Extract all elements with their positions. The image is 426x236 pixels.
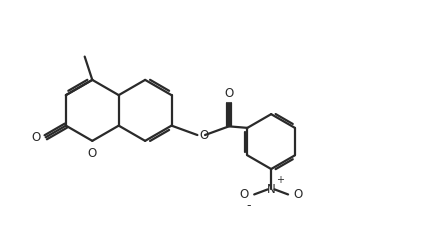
Text: -: - (247, 199, 251, 213)
Text: N: N (267, 183, 276, 196)
Text: O: O (224, 87, 233, 100)
Text: O: O (293, 188, 302, 201)
Text: O: O (199, 129, 208, 142)
Text: O: O (31, 131, 40, 144)
Text: +: + (276, 175, 284, 185)
Text: O: O (240, 188, 249, 201)
Text: O: O (88, 147, 97, 160)
